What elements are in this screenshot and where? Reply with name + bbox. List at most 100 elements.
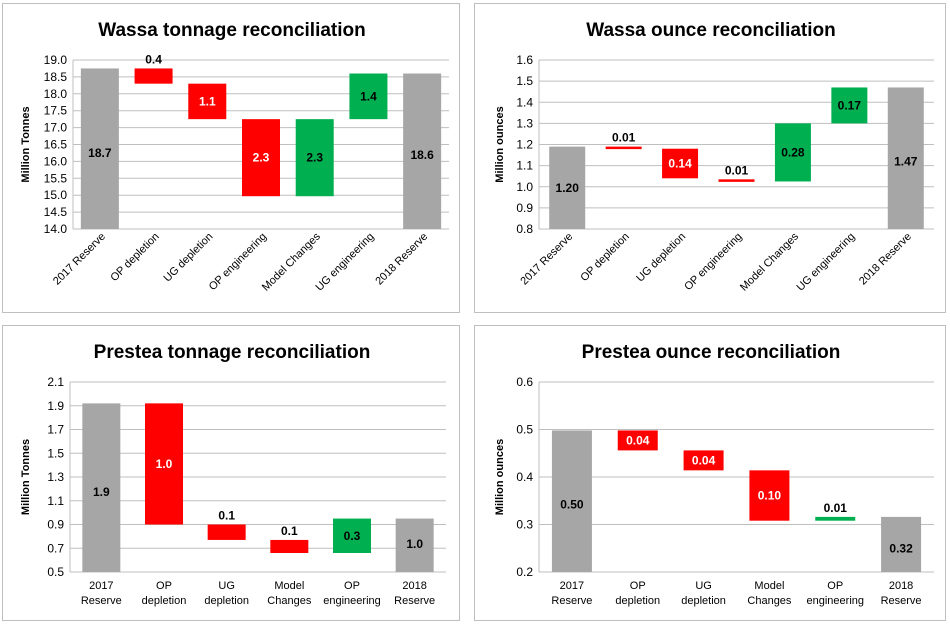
- x-tick-label: depletion: [681, 595, 726, 607]
- x-tick-label: UG depletion: [162, 231, 216, 285]
- y-tick-label: 16.5: [44, 138, 68, 152]
- data-label: 0.01: [612, 131, 636, 145]
- data-label: 1.0: [406, 537, 423, 551]
- data-label: 0.32: [889, 542, 913, 556]
- y-tick-label: 0.5: [516, 423, 533, 437]
- bar-total: [887, 87, 924, 230]
- x-tick-label: Model Changes: [738, 230, 801, 293]
- y-axis-label: Million ounces: [494, 106, 506, 182]
- y-tick-label: 0.4: [516, 470, 533, 484]
- x-tick-label: UG depletion: [634, 231, 688, 285]
- data-label: 0.50: [560, 497, 584, 511]
- data-label: 1.4: [360, 89, 377, 103]
- x-tick-label: 2017: [560, 580, 584, 592]
- x-tick-label: OP depletion: [108, 231, 161, 284]
- bar-total: [403, 73, 442, 230]
- bar-increase: [333, 518, 371, 553]
- y-tick-label: 1.4: [516, 95, 533, 109]
- y-tick-label: 16.0: [44, 154, 68, 168]
- chart-title: Wassa ounce reconciliation: [586, 20, 836, 41]
- bar-total: [395, 518, 434, 572]
- data-label: 0.01: [824, 501, 848, 515]
- y-tick-label: 1.3: [516, 116, 533, 130]
- x-tick-label: 2018: [402, 580, 426, 592]
- data-label: 0.14: [668, 157, 692, 171]
- y-tick-label: 1.0: [516, 180, 533, 194]
- y-tick-label: 1.5: [47, 446, 64, 460]
- y-tick-label: 0.8: [516, 222, 533, 236]
- x-tick-label: Changes: [267, 595, 312, 607]
- y-tick-label: 0.3: [516, 518, 533, 532]
- x-tick-label: 2018 Reserve: [373, 231, 430, 288]
- x-tick-label: Changes: [747, 595, 792, 607]
- data-label: 1.0: [156, 457, 173, 471]
- y-tick-label: 1.3: [47, 470, 64, 484]
- y-tick-label: 2.1: [47, 375, 64, 389]
- y-tick-label: 1.6: [516, 53, 533, 67]
- chart-panel-prestea-tonnage: Prestea tonnage reconciliation Million To…: [2, 325, 460, 621]
- bar-decrease: [242, 119, 280, 197]
- y-tick-label: 0.6: [516, 375, 533, 389]
- x-tick-label: OP: [827, 580, 843, 592]
- bar-total: [549, 146, 586, 229]
- x-tick-label: UG: [218, 580, 235, 592]
- chart-wassa-tonnage: Wassa tonnage reconciliation Million Tonn…: [20, 20, 449, 294]
- y-tick-label: 0.7: [47, 541, 64, 555]
- x-tick-label: OP engineering: [207, 231, 269, 293]
- bar-decrease: [605, 146, 642, 150]
- chart-panel-wassa-tonnage: Wassa tonnage reconciliation Million Tonn…: [2, 3, 460, 313]
- bar-decrease: [270, 539, 309, 553]
- chart-prestea-tonnage: Prestea tonnage reconciliation Million To…: [20, 342, 446, 607]
- y-axis-label: Million Tonnes: [20, 439, 32, 515]
- y-tick-label: 18.0: [44, 87, 68, 101]
- y-tick-label: 17.0: [44, 121, 68, 135]
- data-label: 0.1: [281, 524, 298, 538]
- x-tick-label: 2018: [889, 580, 913, 592]
- bar-decrease: [662, 148, 699, 179]
- x-tick-label: depletion: [142, 595, 187, 607]
- x-tick-label: 2018 Reserve: [857, 231, 914, 288]
- y-axis-label: Million ounces: [494, 439, 506, 515]
- bar-total: [80, 68, 119, 229]
- y-tick-label: 0.9: [516, 201, 533, 215]
- data-label: 18.7: [88, 146, 112, 160]
- chart-wassa-ounce: Wassa ounce reconciliation Million ounces…: [494, 20, 934, 294]
- y-tick-label: 14.5: [44, 205, 68, 219]
- x-tick-label: OP depletion: [578, 231, 631, 284]
- data-label: 2.3: [253, 151, 270, 165]
- chart-panel-prestea-ounce: Prestea ounce reconciliation Million ounc…: [474, 325, 946, 621]
- y-tick-label: 0.9: [47, 518, 64, 532]
- y-tick-label: 0.2: [516, 565, 533, 579]
- x-tick-label: UG engineering: [795, 231, 858, 294]
- y-tick-label: 1.7: [47, 423, 64, 437]
- data-label: 2.3: [306, 151, 323, 165]
- bar-decrease: [134, 68, 173, 84]
- bar-decrease: [617, 430, 658, 451]
- bar-increase: [349, 73, 388, 120]
- y-axis-label: Million Tonnes: [20, 106, 32, 182]
- y-tick-label: 19.0: [44, 53, 68, 67]
- chart-prestea-ounce: Prestea ounce reconciliation Million ounc…: [494, 342, 934, 607]
- data-label: 0.04: [692, 453, 716, 467]
- chart-title: Prestea ounce reconciliation: [582, 342, 841, 363]
- bar-increase: [295, 119, 334, 197]
- bar-increase: [831, 87, 868, 124]
- y-tick-label: 1.2: [516, 138, 533, 152]
- chart-panel-wassa-ounce: Wassa ounce reconciliation Million ounces…: [474, 3, 946, 313]
- y-tick-label: 1.9: [47, 399, 64, 413]
- y-tick-label: 17.5: [44, 104, 68, 118]
- x-tick-label: Model: [754, 580, 784, 592]
- x-tick-label: 2017: [89, 580, 113, 592]
- data-label: 1.47: [894, 154, 918, 168]
- chart-title: Wassa tonnage reconciliation: [98, 20, 365, 41]
- bar-total: [551, 430, 592, 572]
- y-tick-label: 0.5: [47, 565, 64, 579]
- x-tick-label: OP: [630, 580, 646, 592]
- y-tick-label: 1.1: [47, 494, 64, 508]
- bar-decrease: [749, 470, 790, 521]
- bar-decrease: [188, 83, 227, 120]
- bar-decrease: [145, 403, 183, 525]
- data-label: 0.28: [781, 145, 805, 159]
- bar-increase: [815, 516, 856, 521]
- bar-total: [881, 516, 922, 572]
